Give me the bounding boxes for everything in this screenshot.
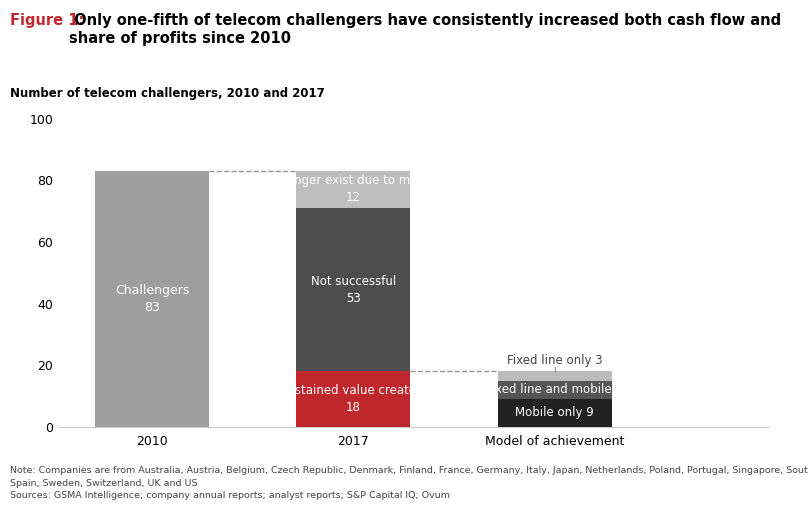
- Text: Number of telecom challengers, 2010 and 2017: Number of telecom challengers, 2010 and …: [10, 87, 325, 100]
- Bar: [95, 171, 209, 427]
- Text: Challengers
83: Challengers 83: [115, 284, 189, 314]
- Text: Sustained value creators
18: Sustained value creators 18: [280, 384, 427, 414]
- Bar: [498, 399, 612, 427]
- Text: Not successful
53: Not successful 53: [311, 275, 396, 305]
- Text: Fixed line and mobile 6: Fixed line and mobile 6: [486, 383, 623, 396]
- Bar: [498, 380, 612, 399]
- Text: Figure 1:: Figure 1:: [10, 13, 84, 28]
- Text: Note: Companies are from Australia, Austria, Belgium, Czech Republic, Denmark, F: Note: Companies are from Australia, Aust…: [10, 466, 808, 501]
- Text: Only one-fifth of telecom challengers have consistently increased both cash flow: Only one-fifth of telecom challengers ha…: [69, 13, 781, 45]
- Text: Mobile only 9: Mobile only 9: [516, 406, 594, 419]
- Bar: [297, 171, 410, 208]
- Text: No longer exist due to merger
12: No longer exist due to merger 12: [264, 174, 442, 204]
- Bar: [498, 372, 612, 380]
- Bar: [297, 208, 410, 372]
- Bar: [297, 372, 410, 427]
- Text: Fixed line only 3: Fixed line only 3: [507, 354, 603, 367]
